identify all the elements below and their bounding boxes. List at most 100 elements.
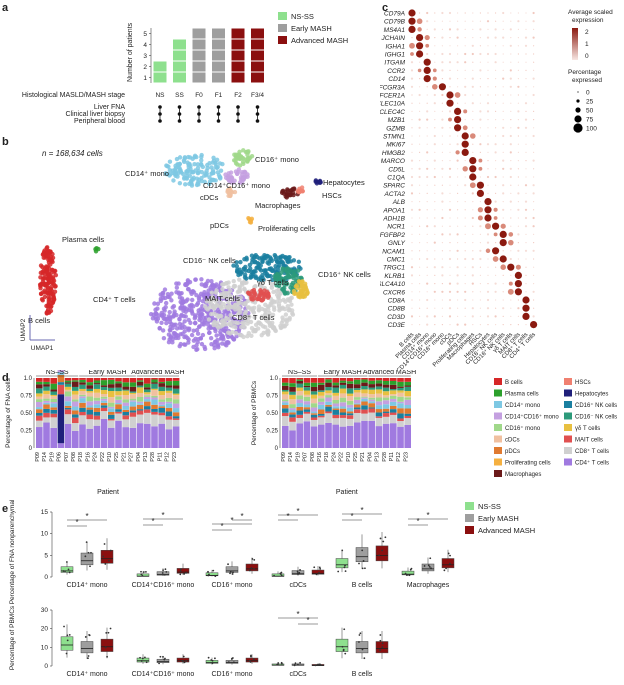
d-bar-segment [129,394,137,399]
d-bar-segment [151,414,158,427]
c-dot [441,135,443,137]
c-dot [456,61,459,64]
d-bar-segment [115,409,122,412]
c-dot [479,37,481,39]
c-dot [461,140,469,148]
umap-point [286,274,292,280]
e-point [227,661,230,664]
a-xtick: SS [175,92,184,99]
umap-point [237,332,243,338]
c-dot [449,86,451,88]
c-dot [524,249,528,252]
c-dot [487,192,489,194]
d-bar-segment [325,390,332,394]
d-bar-segment [72,414,79,418]
umap-point [231,278,236,284]
d-bar-segment [382,411,390,414]
umap-point [185,169,190,174]
c-dot [441,110,443,112]
c-dot [454,116,462,124]
a-xlabel: Histological MASLD/MASH stage [22,92,125,99]
d-bar-segment [303,390,311,395]
d-bar-segment [339,406,347,409]
d-bar-segment [172,395,180,400]
e-point [430,567,432,570]
d-bar-segment [57,382,65,385]
e-legend-label: Advanced MASH [478,526,535,535]
umap-point [231,263,236,268]
d-bar-segment [318,382,325,385]
c-legend-pct-dot [573,123,583,133]
d-bar-segment [172,416,180,419]
d-bar-segment [115,391,122,395]
umap-point [190,297,195,303]
e-point [252,658,255,661]
e-box [375,545,389,562]
e-point [318,663,321,666]
d-bar-segment [129,412,137,417]
d-bar-segment [144,423,151,448]
e-sig-star: * [360,506,363,515]
umap-point [255,297,260,302]
c-dot [410,175,414,179]
d-bar-segment [361,401,368,406]
c-dot [487,283,489,285]
d-bar-segment [289,394,296,400]
c-gene-label: SLC4A10 [380,281,405,288]
umap-point [291,187,297,192]
d-bar-segment [79,398,86,403]
d-bar-segment [50,389,57,392]
c-dot [456,323,459,326]
e-point [379,634,382,636]
d-bar-segment [136,396,144,402]
c-dot [472,209,474,211]
c-dot [448,233,452,236]
d-bar-segment [129,392,137,395]
c-dot [508,232,514,237]
d-ylabel: Percentage of FNA cells [5,377,12,447]
d-bar-segment [100,378,108,381]
e-point [210,659,213,661]
d-bar-segment [108,378,115,380]
c-dot [426,315,429,318]
e-point [211,659,214,662]
c-dot [487,61,489,63]
c-dot [517,217,519,219]
d-bar-segment [332,387,339,393]
e-ytick: 10 [41,644,49,651]
umap-point [226,306,231,312]
c-gene-label: CXCR6 [383,289,405,296]
e-point [358,641,360,643]
c-dot [434,283,436,285]
d-bar-segment [332,403,339,407]
c-dot [448,77,452,80]
c-legend-pct-title: Percentage [568,69,602,76]
d-bar-segment [318,401,325,405]
d-bar-segment [310,411,318,414]
c-dot [472,225,474,227]
c-dot [448,307,452,310]
c-dot [426,175,429,179]
e-point [277,663,279,666]
d-bar-segment [368,420,375,448]
c-dot [434,217,436,219]
c-gene-label: MKI67 [386,142,405,149]
umap-point [235,302,240,308]
e-point [84,555,87,558]
umap-cluster-2 [223,167,250,185]
e-box [421,563,435,572]
umap-point [38,286,43,291]
c-dot [411,217,413,219]
c-dot [532,225,535,228]
c-dot [448,175,452,179]
d-patient-label: P13 [143,452,149,462]
e-point [316,663,319,666]
c-gene-label: ACTA2 [384,191,406,198]
d-bar-segment [43,381,50,385]
umap-point [243,313,249,319]
c-dot [457,86,459,88]
umap-point [202,346,208,352]
c-dot [419,201,421,203]
c-dot [457,258,459,260]
